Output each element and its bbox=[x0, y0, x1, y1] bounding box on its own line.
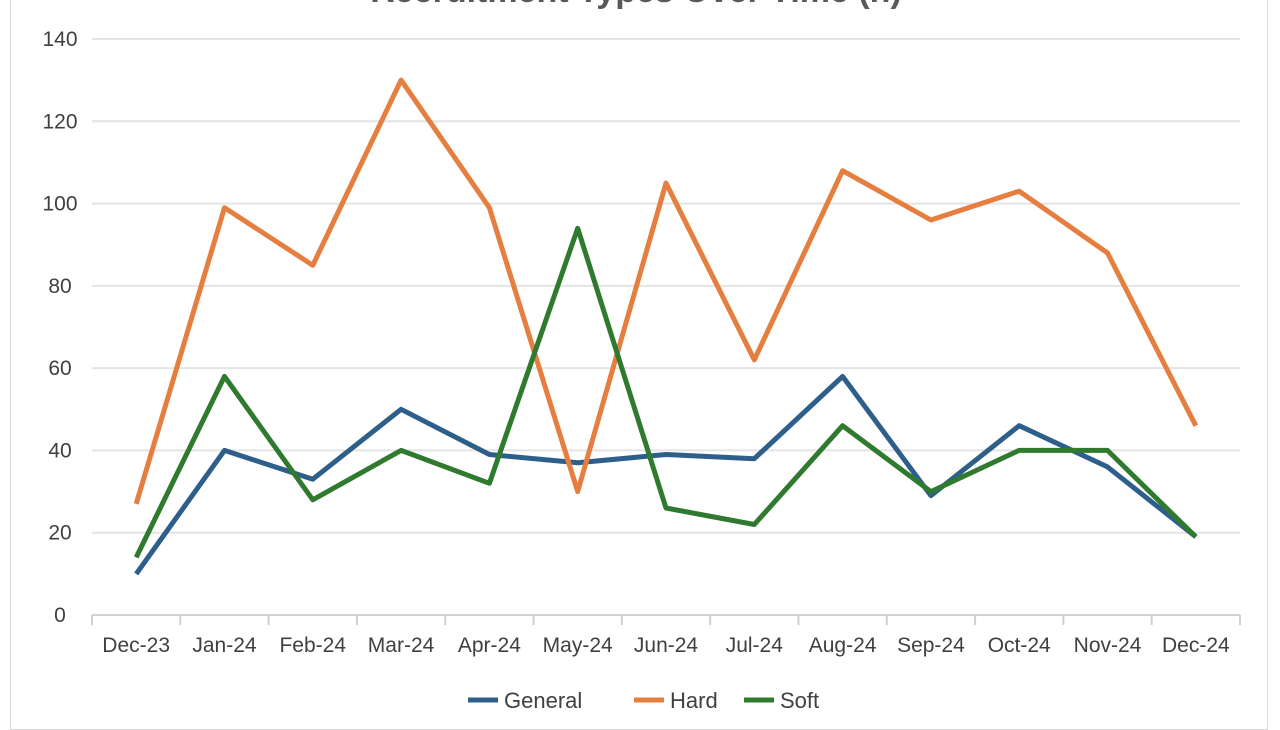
x-tick-label: Nov-24 bbox=[1074, 634, 1142, 657]
y-tick-label: 20 bbox=[48, 522, 71, 545]
x-tick-label: Jul-24 bbox=[726, 634, 784, 657]
chart-title: Recruitment Types Over Time (n) bbox=[370, 0, 902, 10]
x-tick-label: Jan-24 bbox=[192, 634, 257, 657]
y-tick-label: 0 bbox=[54, 604, 66, 627]
x-tick-label: Feb-24 bbox=[279, 634, 346, 657]
y-tick-label: 40 bbox=[48, 439, 71, 462]
series-line-general bbox=[134, 373, 1198, 576]
gridlines bbox=[92, 38, 1240, 616]
x-tick-label: Dec-23 bbox=[102, 634, 170, 657]
x-axis: Dec-23 Jan-24 Feb-24 Mar-24 Apr-24 May-24 Jun-… bbox=[91, 615, 1241, 657]
x-tick-label: Apr-24 bbox=[458, 634, 521, 657]
legend-label-hard: Hard bbox=[670, 688, 718, 713]
x-tick-label: Dec-24 bbox=[1162, 634, 1230, 657]
x-tick-label: Aug-24 bbox=[809, 634, 877, 657]
y-tick-label: 140 bbox=[42, 28, 77, 51]
x-tick-label: Jun-24 bbox=[634, 634, 699, 657]
y-tick-label: 80 bbox=[48, 275, 71, 298]
x-tick-label: Mar-24 bbox=[368, 634, 435, 657]
legend: General Hard Soft bbox=[468, 688, 819, 713]
x-tick-label: May-24 bbox=[543, 634, 613, 657]
legend-label-general: General bbox=[504, 688, 582, 713]
series-line-soft bbox=[133, 225, 1198, 559]
series-lines bbox=[133, 77, 1199, 576]
legend-label-soft: Soft bbox=[780, 688, 819, 713]
y-tick-label: 100 bbox=[42, 193, 77, 216]
series-line-hard bbox=[133, 77, 1199, 505]
y-axis: 0 20 40 60 80 100 120 140 bbox=[42, 28, 77, 627]
y-tick-label: 120 bbox=[42, 110, 77, 133]
x-tick-label: Oct-24 bbox=[988, 634, 1051, 657]
x-tick-label: Sep-24 bbox=[897, 634, 965, 657]
y-tick-label: 60 bbox=[48, 357, 71, 380]
